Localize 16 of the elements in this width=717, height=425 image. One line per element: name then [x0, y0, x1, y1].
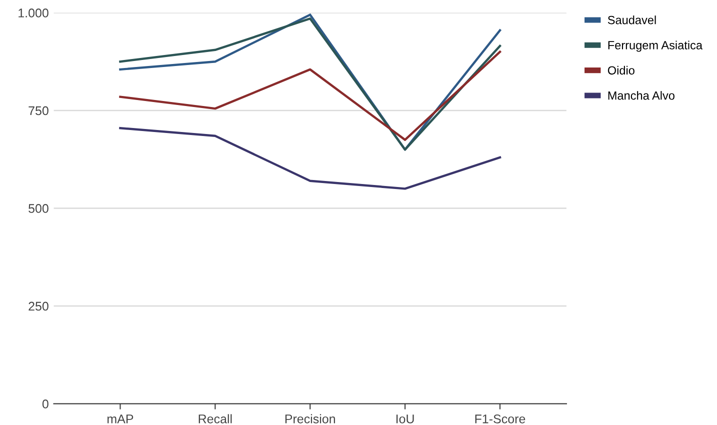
x-tick-label: Recall — [198, 414, 232, 424]
line-series — [119, 126, 502, 190]
y-tick-label: 750 — [28, 106, 48, 116]
y-tick-label: 1.000 — [18, 8, 48, 18]
line-series — [119, 50, 502, 141]
x-tick-label: mAP — [108, 414, 134, 424]
legend-label: Ferrugem Asiatica — [608, 40, 703, 52]
y-tick-label: 0 — [42, 400, 48, 408]
x-tick-label: Precision — [285, 414, 335, 424]
y-tick-label: 500 — [28, 204, 48, 213]
legend-label: Oidio — [608, 66, 634, 75]
legend-label: Mancha Alvo — [608, 91, 674, 100]
x-tick-label: IoU — [396, 414, 414, 424]
x-tick-label: F1-Score — [475, 414, 526, 424]
y-tick-label: 250 — [28, 302, 48, 311]
legend-label: Saudavel — [608, 16, 656, 24]
